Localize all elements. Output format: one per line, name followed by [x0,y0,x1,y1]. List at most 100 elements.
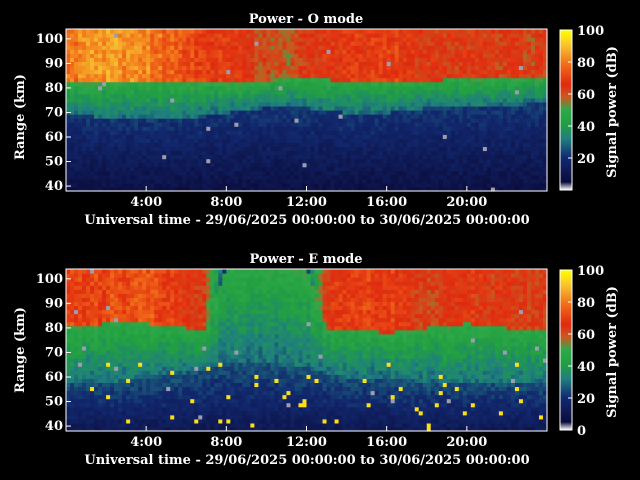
heatmap-cell [82,65,87,71]
heatmap-cell [538,126,544,131]
heatmap-cell [470,89,476,95]
heatmap-cell [458,41,464,46]
heatmap-cell [470,101,476,107]
heatmap-cell [258,138,264,143]
heatmap-cell [166,45,171,50]
heatmap-cell [306,61,312,67]
heatmap-cell [390,150,396,156]
heatmap-cell [338,53,344,58]
heatmap-cell [494,41,500,46]
heatmap-cell [378,53,384,58]
heatmap-cell [330,182,336,188]
heatmap-cell [354,114,360,119]
heatmap-cell [114,61,119,67]
heatmap-cell [474,81,480,87]
heatmap-cell [70,273,75,278]
heatmap-cell [66,77,71,83]
heatmap-cell [66,281,71,286]
heatmap-cell [386,81,392,87]
heatmap-cell [230,81,235,87]
heatmap-cell [302,33,308,38]
heatmap-cell [302,150,308,156]
heatmap-cell [350,114,356,119]
heatmap-cell [226,142,231,148]
heatmap-cell [166,118,171,123]
heatmap-cell [386,33,392,38]
heatmap-cell [362,65,368,71]
heatmap-cell [114,138,119,143]
heatmap-cell [282,73,288,79]
heatmap-cell [434,118,440,123]
heatmap-cell [78,362,83,367]
heatmap-cell [118,138,123,143]
heatmap-cell [542,73,548,79]
heatmap-cell [542,138,548,143]
heatmap-cell [154,174,159,180]
heatmap-cell [86,174,91,180]
heatmap-cell [174,134,179,139]
heatmap-cell [514,41,520,46]
heatmap-cell [378,130,384,135]
heatmap-cell [494,45,500,50]
heatmap-cell [166,97,171,103]
heatmap-cell [230,49,235,54]
heatmap-cell [318,53,324,58]
heatmap-cell [390,114,396,119]
heatmap-cell [226,126,231,131]
heatmap-cell [270,130,276,135]
heatmap-cell [214,182,219,188]
heatmap-cell [106,37,111,42]
heatmap-cell [402,37,408,42]
heatmap-cell [378,65,384,71]
heatmap-cell [526,49,532,54]
heatmap-cell [210,49,215,54]
heatmap-cell [94,122,99,127]
heatmap-cell [298,61,304,67]
heatmap-cell [386,146,392,152]
heatmap-cell [466,45,472,50]
heatmap-cell [282,134,288,139]
heatmap-cell [346,182,352,188]
heatmap-cell [486,182,492,188]
heatmap-cell [282,53,288,58]
heatmap-cell [202,126,207,131]
heatmap-cell [162,105,167,111]
heatmap-cell [254,57,259,62]
heatmap-cell [294,93,300,99]
heatmap-cell [430,93,436,99]
heatmap-cell [314,110,320,115]
heatmap-cell [210,29,215,34]
heatmap-cell [514,146,520,152]
heatmap-cell [450,97,456,103]
heatmap-cell [166,89,171,95]
heatmap-cell [90,130,95,135]
heatmap-cell [290,162,296,168]
heatmap-cell [134,162,139,168]
heatmap-cell [482,85,488,91]
heatmap-cell [186,158,191,164]
heatmap-cell [194,142,199,148]
heatmap-cell [342,101,348,107]
heatmap-cell [90,69,95,75]
heatmap-cell [142,174,147,180]
heatmap-cell [350,93,356,99]
heatmap-cell [154,122,159,127]
heatmap-cell [94,174,99,180]
heatmap-cell [70,81,75,87]
heatmap-cell [302,101,308,107]
heatmap-cell [142,57,147,62]
colorbar-tick-label: 100 [577,24,604,39]
heatmap-cell [302,89,308,95]
heatmap-cell [254,49,259,54]
heatmap-cell [418,45,424,50]
heatmap-cell [370,146,376,152]
heatmap-cell [438,114,444,119]
heatmap-cell [326,61,332,67]
heatmap-cell [258,33,264,38]
heatmap-cell [326,45,332,50]
heatmap-cell [286,81,292,87]
heatmap-cell [246,97,251,103]
heatmap-cell [454,93,460,99]
heatmap-cell [538,105,544,111]
heatmap-cell [526,170,532,176]
